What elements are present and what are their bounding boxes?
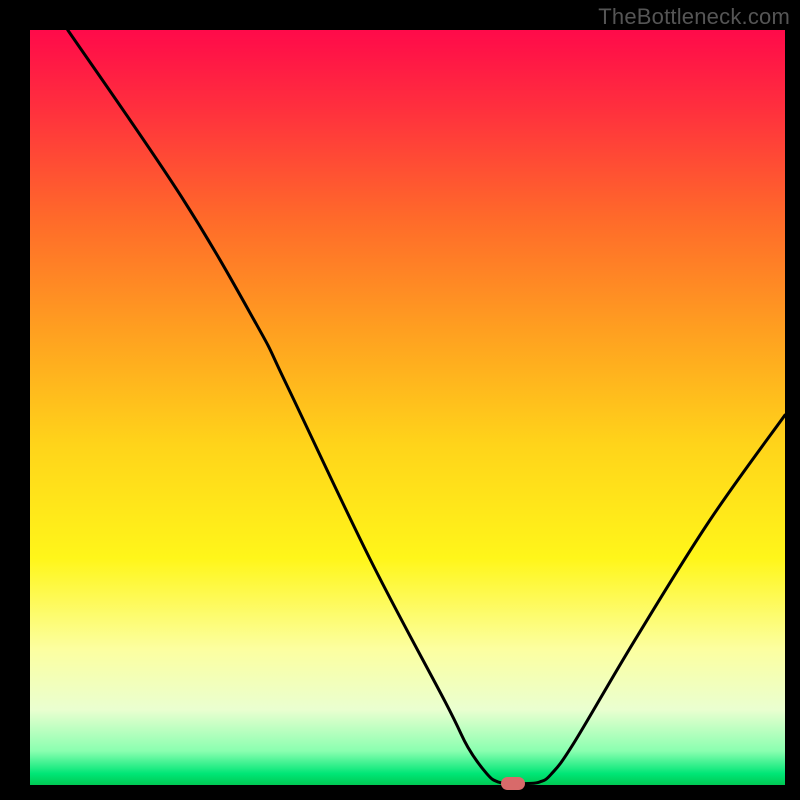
watermark-text: TheBottleneck.com xyxy=(598,4,790,30)
chart-stage: TheBottleneck.com xyxy=(0,0,800,800)
optimal-marker-icon xyxy=(501,777,525,789)
plot-area xyxy=(30,30,785,785)
bottleneck-curve xyxy=(30,30,785,785)
